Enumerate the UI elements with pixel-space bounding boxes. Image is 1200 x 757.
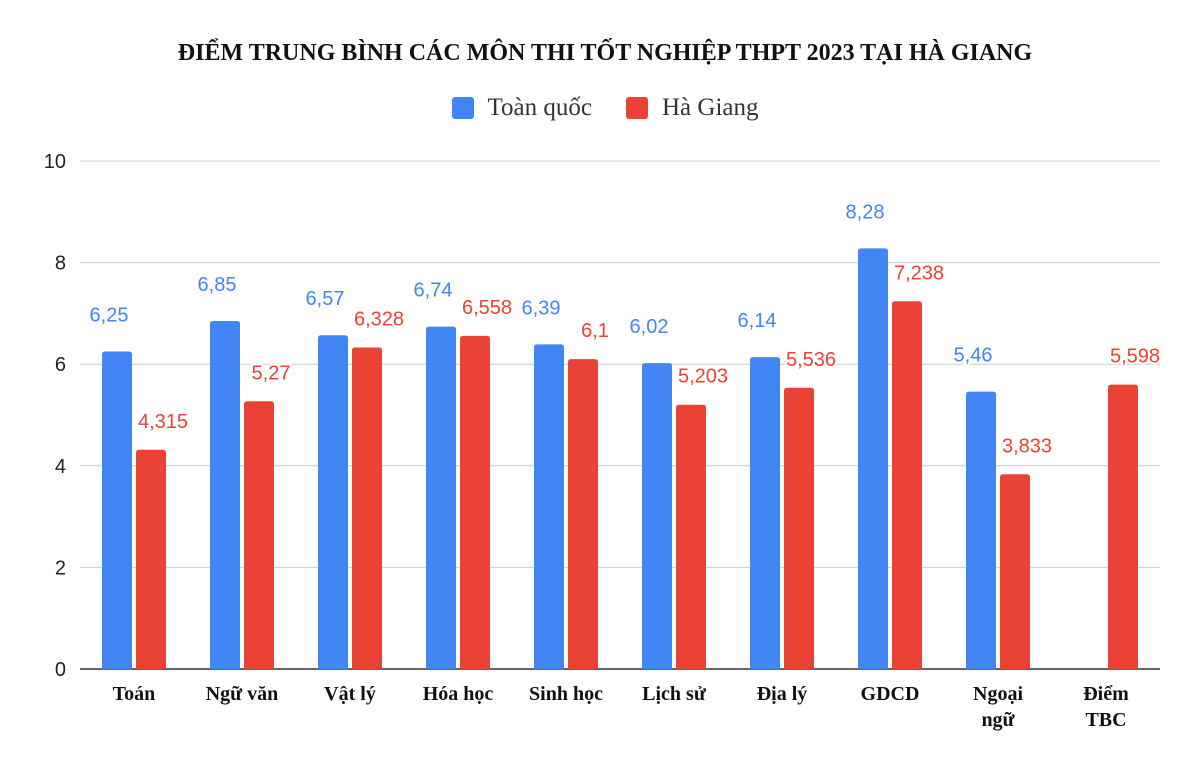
- bar-ha-giang: [676, 404, 706, 669]
- bar-toan-quoc: [966, 391, 996, 669]
- data-label-toan-quoc: 8,28: [846, 201, 885, 223]
- data-label-toan-quoc: 5,46: [954, 345, 993, 367]
- data-label-ha-giang: 5,598: [1110, 346, 1160, 368]
- data-label-ha-giang: 5,203: [678, 366, 728, 388]
- bar-toan-quoc: [750, 357, 780, 669]
- x-tick-label-line: Toán: [113, 683, 156, 705]
- legend-label-ha-giang: Hà Giang: [661, 94, 759, 121]
- data-label-ha-giang: 7,238: [894, 262, 944, 284]
- bar-toan-quoc: [210, 321, 240, 669]
- legend: Toàn quốc Hà Giang: [0, 94, 1200, 122]
- x-tick-label-line: TBC: [1085, 709, 1126, 731]
- data-label-ha-giang: 6,328: [354, 309, 404, 331]
- y-tick-label: 10: [44, 151, 66, 173]
- x-tick-label: Địa lý: [757, 683, 808, 705]
- legend-swatch-ha-giang: [625, 97, 648, 119]
- x-tick-label: Ngoại ngữ: [973, 683, 1023, 731]
- legend-label-toan-quoc: Toàn quốc: [487, 94, 592, 121]
- bar-ha-giang: [352, 347, 382, 669]
- x-tick-label: Vật lý: [324, 683, 376, 705]
- y-tick-label: 0: [55, 659, 66, 681]
- bar-ha-giang: [1000, 474, 1030, 669]
- data-label-toan-quoc: 6,85: [198, 274, 237, 296]
- data-label-toan-quoc: 6,57: [306, 288, 345, 310]
- bar-ha-giang: [784, 387, 814, 669]
- data-label-ha-giang: 5,27: [252, 362, 291, 384]
- bar-ha-giang: [460, 335, 490, 669]
- data-label-ha-giang: 6,1: [581, 320, 609, 342]
- x-tick-label-line: Hóa học: [423, 683, 494, 705]
- x-tick-label-line: Ngoại: [973, 683, 1023, 705]
- x-tick-label: Điểm TBC: [1083, 683, 1129, 731]
- x-tick-label-line: Vật lý: [324, 683, 376, 705]
- data-label-toan-quoc: 6,39: [522, 297, 561, 319]
- x-tick-label: Sinh học: [529, 683, 603, 705]
- bar-toan-quoc: [642, 363, 672, 669]
- bar-ha-giang: [892, 301, 922, 669]
- data-label-ha-giang: 3,833: [1002, 435, 1052, 457]
- x-tick-label: Toán: [113, 683, 156, 705]
- x-tick-label-line: ngữ: [981, 709, 1015, 731]
- legend-item-toan-quoc: Toàn quốc: [451, 94, 592, 122]
- bar-ha-giang: [568, 359, 598, 669]
- bar-toan-quoc: [426, 326, 456, 669]
- chart-title: ĐIỂM TRUNG BÌNH CÁC MÔN THI TỐT NGHIỆP T…: [177, 40, 1033, 66]
- x-tick-label-line: GDCD: [861, 683, 920, 705]
- legend-item-ha-giang: Hà Giang: [625, 94, 759, 122]
- x-tick-label: Hóa học: [423, 683, 494, 705]
- x-tick-label-line: Sinh học: [529, 683, 603, 705]
- x-tick-label-line: Điểm: [1083, 683, 1129, 705]
- x-tick-label-line: Ngữ văn: [206, 683, 279, 705]
- x-tick-label: GDCD: [861, 683, 920, 705]
- y-tick-label: 6: [55, 354, 66, 376]
- data-label-ha-giang: 5,536: [786, 349, 836, 371]
- bar-toan-quoc: [534, 344, 564, 669]
- data-label-toan-quoc: 6,14: [738, 310, 777, 332]
- data-label-toan-quoc: 6,02: [630, 316, 669, 338]
- data-label-toan-quoc: 6,25: [90, 305, 129, 327]
- x-tick-label-line: Địa lý: [757, 683, 808, 705]
- bar-toan-quoc: [318, 335, 348, 669]
- data-label-ha-giang: 6,558: [462, 297, 512, 319]
- x-tick-label-line: Lịch sử: [642, 683, 707, 705]
- bar-ha-giang: [244, 401, 274, 669]
- bar-ha-giang: [1108, 384, 1138, 669]
- x-tick-label: Lịch sử: [642, 683, 707, 705]
- y-tick-label: 8: [55, 253, 66, 275]
- bar-ha-giang: [136, 449, 166, 669]
- x-tick-label: Ngữ văn: [206, 683, 279, 705]
- data-label-ha-giang: 4,315: [138, 411, 188, 433]
- data-label-toan-quoc: 6,74: [414, 280, 453, 302]
- bar-toan-quoc: [102, 351, 132, 669]
- bar-toan-quoc: [858, 248, 888, 669]
- y-tick-label: 2: [55, 557, 66, 579]
- y-tick-label: 4: [55, 456, 66, 478]
- legend-swatch-toan-quoc: [451, 97, 474, 119]
